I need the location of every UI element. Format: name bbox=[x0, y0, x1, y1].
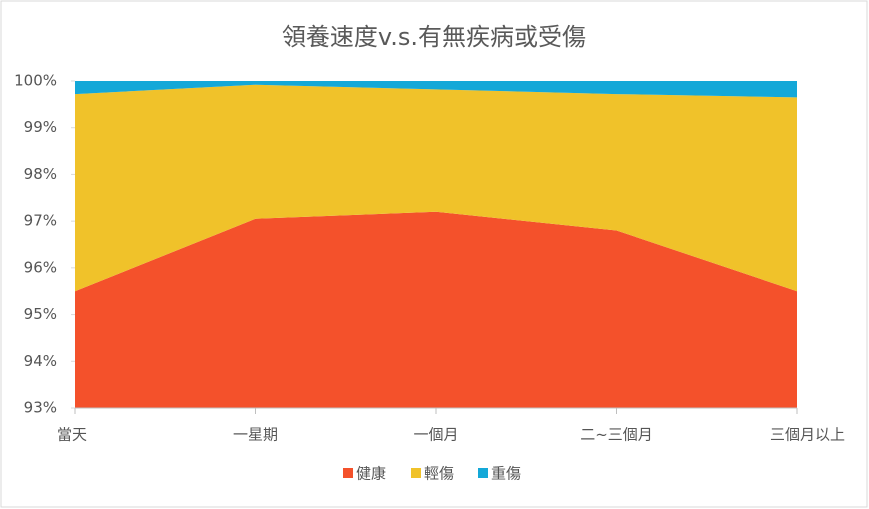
y-tick-label: 95% bbox=[24, 305, 57, 323]
y-tick-label: 98% bbox=[24, 165, 57, 183]
x-tick-label: 一個月 bbox=[413, 426, 458, 444]
y-tick-label: 93% bbox=[24, 399, 57, 417]
area bbox=[75, 81, 797, 98]
legend-label: 輕傷 bbox=[424, 465, 454, 483]
legend-swatch bbox=[343, 468, 353, 478]
legend-label: 健康 bbox=[356, 465, 386, 483]
legend-label: 重傷 bbox=[491, 465, 521, 483]
y-tick-label: 96% bbox=[24, 258, 57, 276]
area bbox=[75, 84, 797, 292]
y-tick-label: 99% bbox=[24, 118, 57, 136]
chart-title: 領養速度v.s.有無疾病或受傷 bbox=[282, 23, 586, 51]
y-tick-label: 97% bbox=[24, 212, 57, 230]
area bbox=[75, 211, 797, 408]
y-tick-label: 100% bbox=[14, 72, 57, 90]
x-tick-label: 一星期 bbox=[233, 426, 278, 444]
x-tick-label: 當天 bbox=[57, 426, 87, 444]
y-tick-label: 94% bbox=[24, 352, 57, 370]
x-tick-label: 三個月以上 bbox=[770, 426, 845, 444]
legend-swatch bbox=[478, 468, 488, 478]
x-tick-label: 二~三個月 bbox=[580, 426, 653, 444]
legend-swatch bbox=[411, 468, 421, 478]
